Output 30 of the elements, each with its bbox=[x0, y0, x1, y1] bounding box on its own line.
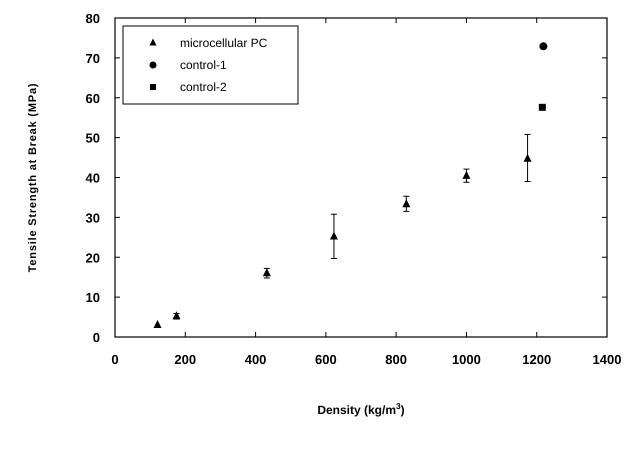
y-tick-label: 20 bbox=[86, 250, 100, 266]
legend-label: control-2 bbox=[180, 80, 228, 94]
x-tick-label: 800 bbox=[385, 352, 407, 367]
x-tick-label: 1000 bbox=[452, 352, 481, 367]
y-tick-label: 30 bbox=[86, 210, 100, 226]
x-tick-label: 0 bbox=[111, 352, 119, 367]
y-tick-label: 70 bbox=[86, 50, 100, 66]
point bbox=[154, 320, 162, 328]
x-axis-title: Density (kg/m$^{3}$) bbox=[317, 401, 405, 417]
y-tick-label: 50 bbox=[86, 130, 100, 146]
point bbox=[524, 154, 532, 162]
y-tick-label: 60 bbox=[86, 90, 100, 106]
point bbox=[539, 42, 548, 50]
point bbox=[330, 232, 338, 240]
x-tick-label: 600 bbox=[315, 352, 337, 367]
y-tick-label: 10 bbox=[86, 290, 100, 306]
legend-label: microcellular PC bbox=[180, 36, 268, 50]
legend-label: control-1 bbox=[180, 58, 228, 72]
y-tick-label: 0 bbox=[92, 330, 100, 345]
point bbox=[538, 104, 546, 111]
point bbox=[462, 170, 470, 179]
x-tick-label: 200 bbox=[174, 352, 196, 367]
y-tick-label: 40 bbox=[86, 170, 100, 186]
point bbox=[262, 268, 271, 276]
point bbox=[402, 199, 410, 208]
x-tick-label: 1200 bbox=[522, 352, 552, 367]
y-axis-title: Tensile Strength at Break (MPa) bbox=[27, 82, 39, 272]
x-tick-label: 400 bbox=[244, 352, 266, 367]
x-tick-label: 1400 bbox=[592, 352, 622, 367]
y-tick-label: 80 bbox=[86, 11, 100, 26]
